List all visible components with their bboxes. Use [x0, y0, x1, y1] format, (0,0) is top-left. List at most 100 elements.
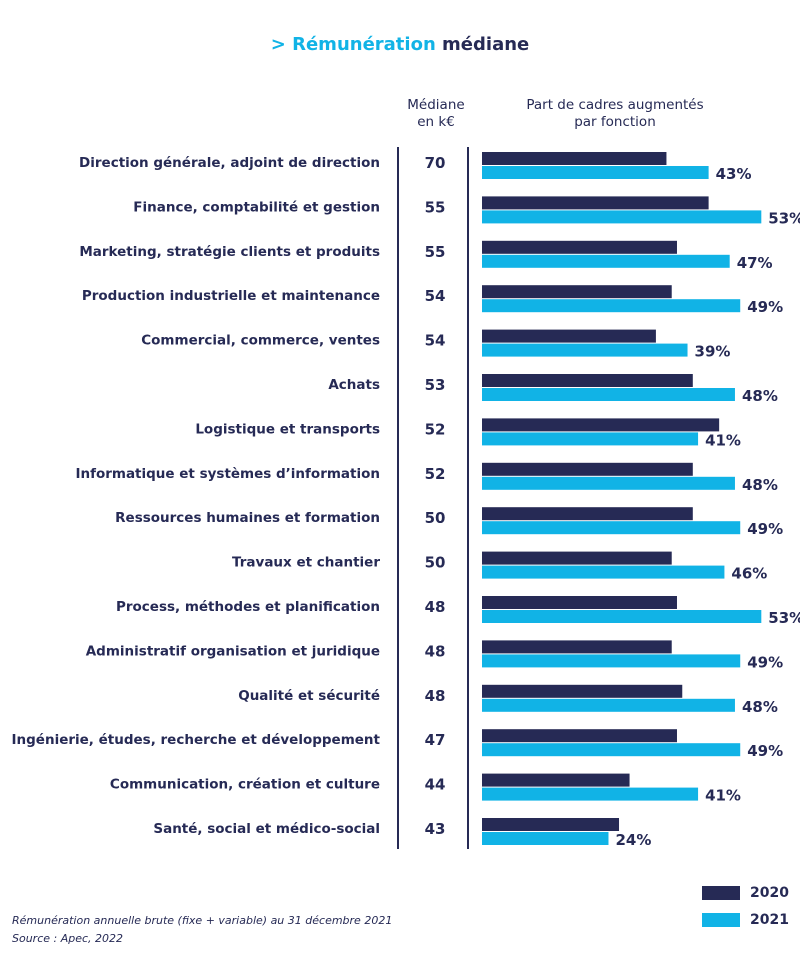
category-label: Marketing, stratégie clients et produits [79, 244, 380, 260]
median-header-line2: en k€ [417, 114, 455, 130]
legend-swatch-2020 [702, 886, 740, 900]
legend-swatch-2021 [702, 913, 740, 927]
median-value: 47 [425, 731, 446, 749]
value-label-2021: 53% [768, 609, 800, 627]
median-value: 50 [425, 509, 446, 527]
legend-item-2020: 2020 [702, 885, 789, 901]
value-label-2021: 53% [768, 209, 800, 227]
value-label-2021: 43% [716, 165, 752, 183]
chart-title-accent: > Rémunération [270, 34, 436, 55]
bar-2020 [482, 285, 672, 299]
bar-2020 [482, 640, 672, 654]
category-label: Communication, création et culture [110, 777, 380, 793]
value-label-2021: 49% [747, 742, 783, 760]
value-label-2021: 39% [695, 343, 731, 361]
value-label-2021: 49% [747, 520, 783, 538]
category-label: Process, méthodes et planification [116, 599, 380, 615]
bar-2020 [482, 374, 693, 387]
median-value: 52 [425, 420, 446, 438]
bar-2020 [482, 729, 677, 743]
bar-2020 [482, 462, 693, 476]
median-value: 54 [425, 287, 446, 305]
category-label: Ingénierie, études, recherche et dévelop… [12, 732, 381, 748]
category-label: Commercial, commerce, ventes [141, 333, 380, 349]
median-value: 48 [425, 687, 446, 705]
bar-2020 [482, 152, 667, 165]
footnote-source: Source : Apec, 2022 [12, 932, 124, 945]
category-label: Administratif organisation et juridique [86, 643, 380, 659]
bar-2021 [482, 476, 735, 490]
bar-2021 [482, 254, 730, 268]
category-label: Logistique et transports [195, 421, 380, 437]
median-value: 54 [425, 332, 446, 350]
bar-2021 [482, 388, 735, 401]
value-label-2021: 46% [731, 565, 767, 583]
bar-2021 [482, 698, 735, 712]
legend-item-2021: 2021 [702, 912, 789, 928]
value-label-2021: 49% [747, 298, 783, 316]
median-value: 70 [425, 154, 446, 172]
median-value: 55 [425, 198, 446, 216]
bar-2021 [482, 343, 688, 357]
legend-label-2020: 2020 [750, 885, 789, 901]
category-label: Achats [328, 377, 380, 393]
bar-2021 [482, 166, 709, 179]
value-label-2021: 49% [747, 653, 783, 671]
value-label-2021: 48% [742, 476, 778, 494]
bar-2020 [482, 818, 620, 831]
bar-2020 [482, 329, 656, 343]
category-label: Finance, comptabilité et gestion [133, 199, 380, 215]
legend-label-2021: 2021 [750, 912, 789, 928]
median-column-right-divider [467, 147, 469, 849]
bar-2021 [482, 743, 741, 757]
median-value: 52 [425, 465, 446, 483]
share-column-header: Part de cadres augmentés par fonction [497, 97, 733, 131]
median-value: 43 [425, 820, 446, 838]
bar-2020 [482, 418, 720, 432]
bar-2021 [482, 787, 699, 801]
bar-2021 [482, 565, 725, 579]
category-label: Travaux et chantier [232, 555, 380, 571]
median-value: 50 [425, 554, 446, 572]
median-column-left-divider [397, 147, 399, 849]
share-header-line2: par fonction [574, 114, 656, 130]
category-label: Qualité et sécurité [238, 688, 380, 704]
median-value: 55 [425, 243, 446, 261]
category-label: Ressources humaines et formation [115, 510, 380, 526]
bar-2020 [482, 196, 709, 210]
median-value: 48 [425, 598, 446, 616]
value-label-2021: 48% [742, 698, 778, 716]
value-label-2021: 47% [737, 254, 773, 272]
median-value: 48 [425, 642, 446, 660]
bar-2020 [482, 507, 693, 521]
category-label: Production industrielle et maintenance [82, 288, 380, 304]
bar-2020 [482, 551, 672, 565]
value-label-2021: 41% [705, 431, 741, 449]
median-column-header: Médiane en k€ [394, 97, 478, 131]
bar-2020 [482, 596, 677, 609]
bar-2020 [482, 240, 677, 254]
bar-2020 [482, 684, 683, 698]
chart-title: > Rémunération médiane [0, 34, 800, 55]
bar-2021 [482, 654, 741, 668]
bar-2021 [482, 832, 609, 845]
bar-2021 [482, 610, 762, 623]
category-label: Direction générale, adjoint de direction [79, 155, 380, 171]
bar-2021 [482, 432, 699, 446]
median-value: 53 [425, 376, 446, 394]
category-label: Santé, social et médico-social [153, 821, 380, 837]
median-value: 44 [425, 776, 446, 794]
category-label: Informatique et systèmes d’information [75, 466, 380, 482]
median-header-line1: Médiane [407, 97, 465, 113]
value-label-2021: 48% [742, 387, 778, 405]
value-label-2021: 41% [705, 787, 741, 805]
share-header-line1: Part de cadres augmentés [526, 97, 704, 113]
chart-title-main: médiane [442, 34, 530, 55]
bar-2021 [482, 521, 741, 535]
value-label-2021: 24% [615, 831, 651, 849]
bar-2021 [482, 210, 762, 224]
bar-2021 [482, 299, 741, 313]
bar-2020 [482, 773, 630, 787]
footnote-definition: Rémunération annuelle brute (fixe + vari… [12, 914, 393, 927]
